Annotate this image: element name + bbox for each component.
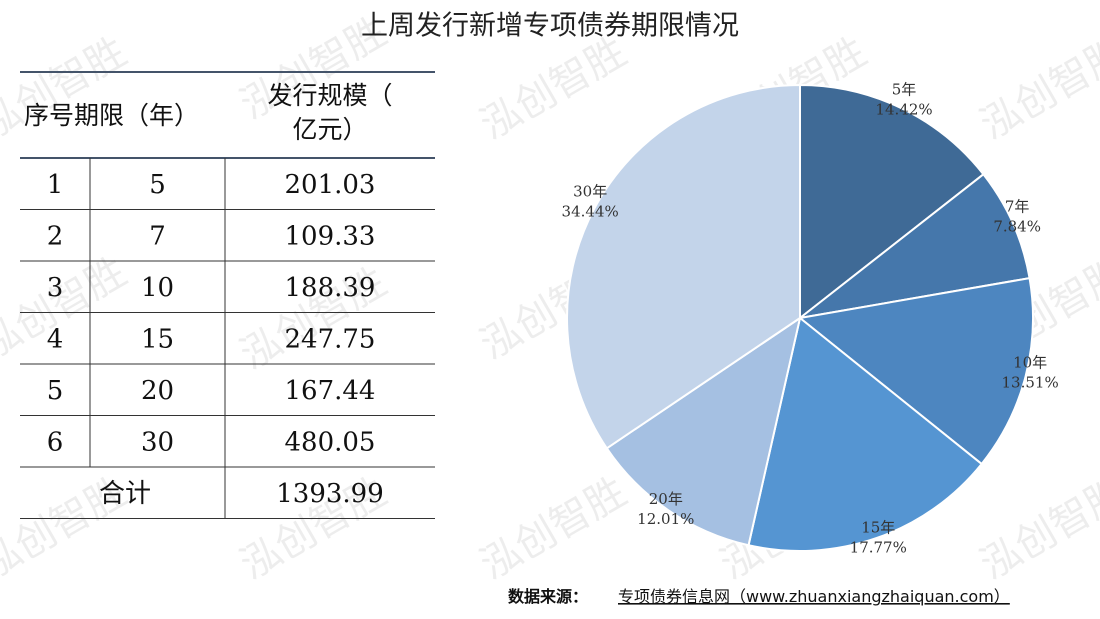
pie-slice [799,83,985,321]
table-cell: 7 [149,221,166,251]
pie-slice [605,315,802,547]
table-cell: 15 [141,324,174,354]
table-header: 序号 [24,101,74,130]
table: 序号 期限（年）发行规模（亿元）1 5 201.032 7 109.333 10 188.39… [20,71,435,519]
slice-category: 5年 [892,80,917,98]
table-cell: 3 [47,273,64,303]
pie-chart: 5年 14.42% 7年 7.84% 10年 13.51% 15年 17.77% 20年 12.0… [562,80,1059,556]
watermark: 泓创智胜 [973,469,1100,589]
watermark: 泓创智胜 [0,249,134,369]
slice-category: 15年 [861,518,895,536]
table-cell: 109.33 [285,221,376,251]
table-cell: 5 [47,376,64,406]
table-cell: 201.03 [285,170,376,200]
title: 上周发行新增专项债券期限情况 [361,11,739,42]
slice-value: 13.51% [1002,373,1059,391]
table-cell: 5 [149,170,166,200]
table-cell: 480.05 [285,427,376,457]
table-cell: 10 [141,273,174,303]
table-header: 期限（年） [74,101,199,130]
watermark: 泓创智胜 [973,29,1100,149]
slice-value: 17.77% [850,538,907,556]
slice-value: 7.84% [993,217,1041,235]
slice-value: 14.42% [875,100,932,118]
table-cell: 6 [47,427,64,457]
pie-slice [747,316,984,552]
table-cell: 20 [141,376,174,406]
table-cell: 2 [47,221,64,251]
table-cell: 167.44 [285,376,376,406]
pie-slice [566,83,801,450]
slice-category: 20年 [649,490,683,508]
slice-value: 12.01% [637,510,694,528]
watermark: 泓创智胜 [233,9,395,129]
table-cell: 1 [47,170,64,200]
table-cell: 30 [141,427,174,457]
pie-slice [797,276,1034,466]
watermark: 泓创智胜 [0,29,134,149]
table-cell: 1393.99 [276,479,384,509]
source-label: 数据来源： [508,587,588,606]
slice-category: 30年 [573,182,607,200]
pie-slice [799,172,1031,319]
watermark: 泓创智胜 [473,29,635,149]
slice-category: 10年 [1013,353,1047,371]
slice-value: 34.44% [562,202,619,220]
table-header: 发行规模（亿元） [267,81,392,144]
table-cell: 合计 [99,479,151,509]
table-cell: 4 [47,324,64,354]
source-text: 专项债券信息网（www.zhuanxiangzhaiquan.com） [618,587,1010,606]
watermark: 泓创智胜 [473,469,635,589]
slice-category: 7年 [1005,197,1030,215]
table-cell: 247.75 [285,324,376,354]
table-cell: 188.39 [285,273,376,303]
